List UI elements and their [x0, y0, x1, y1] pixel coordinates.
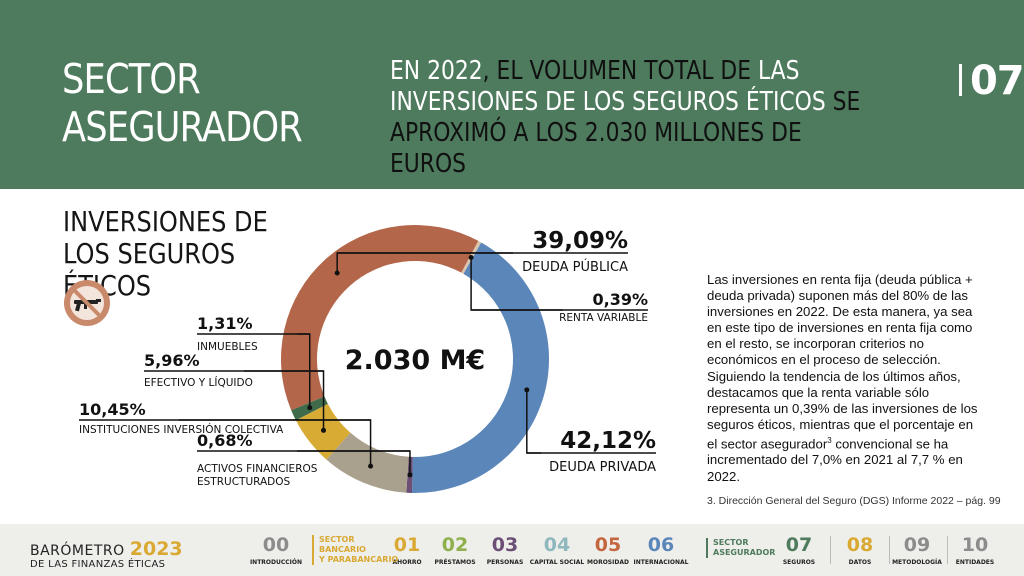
section-heading-line1: SECTOR — [62, 55, 201, 103]
nav-number-07: 07 — [785, 534, 813, 556]
nav-label-06: INTERNACIONAL — [633, 559, 689, 566]
nav-label-00: INTRODUCCIÓN — [249, 559, 303, 566]
brand-subtitle: DE LAS FINANZAS ÉTICAS — [30, 559, 166, 570]
nav-number-00: 00 — [262, 534, 290, 556]
nav-label-07: SEGUROS — [782, 559, 816, 566]
value-label-efectivo-y-liquido: 5,96% — [144, 351, 200, 370]
nav-item-07[interactable]: 07 SEGUROS — [769, 534, 829, 566]
nav-group-asegurador-line2: ASEGURADOR — [713, 548, 776, 557]
footnote: 3. Dirección General del Seguro (DGS) In… — [707, 495, 1001, 507]
value-label-inmuebles: 1,31% — [197, 314, 253, 333]
nav-number-10: 10 — [961, 534, 989, 556]
nav-label-08: DATOS — [848, 559, 872, 566]
footer-nav: BARÓMETRO 2023 DE LAS FINANZAS ÉTICAS 00… — [0, 524, 1024, 576]
nav-label-04: CAPITAL SOCIAL — [529, 559, 585, 566]
section-heading: SECTOR ASEGURADOR — [62, 55, 303, 151]
category-label-deuda-privada: DEUDA PRIVADA — [549, 460, 656, 475]
nav-number-05: 05 — [594, 534, 622, 556]
description-text: Las inversiones en renta fija (deuda púb… — [707, 272, 978, 452]
nav-separator — [830, 536, 831, 564]
nav-number-09: 09 — [903, 534, 931, 556]
nav-item-03[interactable]: 03 PERSONAS — [475, 534, 535, 566]
nav-number-08: 08 — [846, 534, 874, 556]
headline-highlight-year: EN 2022 — [390, 56, 483, 86]
nav-item-05[interactable]: 05 MOROSIDAD — [578, 534, 638, 566]
page-number: 07 — [969, 58, 1024, 104]
nav-item-10[interactable]: 10 ENTIDADES — [945, 534, 1005, 566]
category-label-activos-financieros-estructurados-1: ACTIVOS FINANCIEROS — [197, 463, 318, 475]
nav-label-02: PRÉSTAMOS — [434, 559, 476, 566]
leader-dot-renta-variable — [468, 254, 474, 260]
nav-group-asegurador-line1: SECTOR — [713, 538, 749, 547]
nav-item-08[interactable]: 08 DATOS — [830, 534, 890, 566]
nav-number-01: 01 — [393, 534, 421, 556]
nav-item-00[interactable]: 00 INTRODUCCIÓN — [246, 534, 306, 566]
category-label-renta-variable: RENTA VARIABLE — [559, 312, 648, 324]
value-label-deuda-publica: 39,09% — [532, 228, 628, 254]
investments-donut-chart: 2.030 M€ 39,09% DEUDA PÚBLICA 0,39% RENTA VA… — [79, 224, 656, 493]
nav-group-bancario-line1: SECTOR — [319, 535, 355, 544]
header-banner: SECTOR ASEGURADOR EN 2022, EL VOLUMEN TO… — [0, 0, 1024, 189]
description-paragraph: Las inversiones en renta fija (deuda púb… — [707, 272, 987, 485]
nav-label-09: METODOLOGÍA — [892, 559, 942, 566]
brand-year: 2023 — [129, 538, 183, 560]
nav-item-06[interactable]: 06 INTERNACIONAL — [631, 534, 691, 566]
headline-highlight-topic: LAS INVERSIONES DE LOS SEGUROS ÉTICOS — [390, 56, 826, 117]
nav-number-06: 06 — [647, 534, 675, 556]
nav-number-03: 03 — [491, 534, 519, 556]
nav-item-04[interactable]: 04 CAPITAL SOCIAL — [527, 534, 587, 566]
nav-item-01[interactable]: 01 AHORRO — [377, 534, 437, 566]
nav-number-04: 04 — [543, 534, 571, 556]
category-label-activos-financieros-estructurados-2: ESTRUCTURADOS — [197, 476, 291, 488]
brand-logo[interactable]: BARÓMETRO 2023 DE LAS FINANZAS ÉTICAS — [30, 538, 183, 570]
slice-deuda-publica — [280, 224, 479, 411]
nav-label-05: MOROSIDAD — [587, 559, 629, 566]
nav-group-asegurador[interactable]: SECTOR ASEGURADOR — [706, 538, 775, 558]
description-text-end: convencional se ha incrementado del 7,0%… — [707, 436, 963, 484]
nav-label-01: AHORRO — [392, 559, 422, 566]
value-label-activos-financieros-estructurados: 0,68% — [197, 431, 253, 450]
nav-group-bancario-line3: Y PARABANCARIO — [319, 555, 399, 564]
chart-center-total: 2.030 M€ — [345, 345, 485, 376]
brand-name: BARÓMETRO — [30, 543, 125, 559]
value-label-deuda-privada: 42,12% — [560, 428, 656, 454]
slice-instituciones-inversion-colectiva — [326, 432, 409, 493]
no-weapons-icon — [64, 280, 110, 326]
nav-number-02: 02 — [441, 534, 469, 556]
category-label-efectivo-y-liquido: EFECTIVO Y LÍQUIDO — [144, 376, 253, 389]
category-label-instituciones-inversion-colectiva: INSTITUCIONES INVERSIÓN COLECTIVA — [79, 423, 284, 436]
section-heading-line2: ASEGURADOR — [62, 103, 303, 151]
nav-separator — [947, 536, 948, 564]
page-number-divider — [959, 64, 962, 96]
nav-label-03: PERSONAS — [486, 559, 524, 566]
nav-label-10: ENTIDADES — [955, 559, 995, 566]
headline-text-1: , EL VOLUMEN TOTAL DE — [482, 56, 758, 86]
nav-group-bancario-line2: BANCARIO — [319, 545, 366, 554]
value-label-instituciones-inversion-colectiva: 10,45% — [79, 400, 146, 419]
value-label-renta-variable: 0,39% — [592, 290, 648, 309]
nav-group-bancario[interactable]: SECTOR BANCARIO Y PARABANCARIO — [312, 535, 398, 565]
headline-text-2: SE APROXIMÓ A LOS 2.030 MILLONES DE EURO… — [390, 87, 861, 179]
slice-deuda-privada — [412, 242, 549, 493]
page-headline: EN 2022, EL VOLUMEN TOTAL DE LAS INVERSI… — [390, 56, 860, 180]
footnote-ref[interactable]: 3 — [827, 435, 832, 445]
nav-item-02[interactable]: 02 PRÉSTAMOS — [425, 534, 485, 566]
chart-title-line1: INVERSIONES DE — [63, 205, 268, 238]
nav-item-09[interactable]: 09 METODOLOGÍA — [887, 534, 947, 566]
category-label-inmuebles: INMUEBLES — [197, 341, 258, 353]
nav-separator — [889, 536, 890, 564]
category-label-deuda-publica: DEUDA PÚBLICA — [522, 259, 628, 275]
